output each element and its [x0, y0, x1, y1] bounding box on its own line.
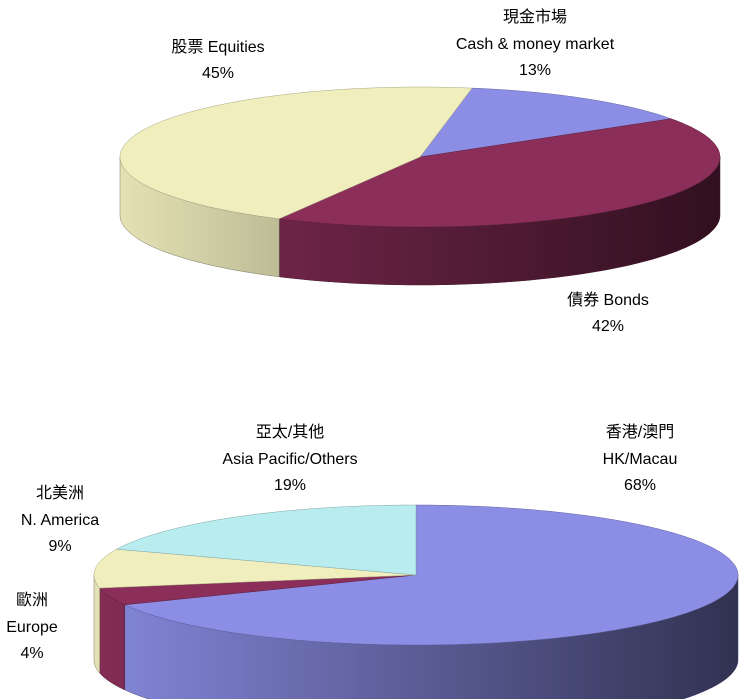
value-label: 9%	[48, 538, 71, 555]
label-line: 債券 Bonds	[567, 291, 649, 309]
value-label: 13%	[519, 62, 551, 79]
slice	[123, 504, 739, 646]
label-line: Cash & money market	[456, 36, 615, 53]
value-label: 68%	[624, 477, 656, 494]
value-label: 19%	[274, 477, 306, 494]
slice-label: 歐洲 Europe 4%	[6, 591, 58, 662]
slice	[278, 118, 721, 228]
label-line: 股票 Equities	[171, 38, 264, 56]
pie-tops	[119, 86, 721, 228]
pie-tops	[93, 504, 739, 646]
slice	[119, 86, 473, 220]
value-label: 45%	[202, 65, 234, 82]
slice-label: 香港/澳門 HK/Macau 68%	[603, 423, 678, 494]
label-line: HK/Macau	[603, 451, 678, 468]
slice-label: 亞太/其他 Asia Pacific/Others 19%	[222, 423, 357, 494]
slice-side	[99, 587, 125, 691]
label-line: 現金市場	[503, 8, 567, 26]
slice-label: 債券 Bonds 42%	[567, 291, 649, 335]
slice	[115, 504, 417, 576]
slice-label: 股票 Equities 45%	[171, 38, 264, 82]
label-line: 亞太/其他	[256, 423, 324, 441]
slice-label: 北美洲 N. America 9%	[21, 484, 99, 555]
slice-label: 現金市場 Cash & money market 13%	[456, 8, 615, 79]
slice	[419, 87, 672, 158]
pie-chart: 現金市場 Cash & money market 13% 債券 Bonds 42% 股票 …	[119, 8, 721, 335]
label-line: N. America	[21, 512, 99, 529]
value-label: 42%	[592, 318, 624, 335]
slice	[93, 548, 417, 589]
value-label: 4%	[20, 645, 43, 662]
label-line: 北美洲	[36, 484, 84, 502]
label-line: Europe	[6, 619, 58, 636]
pie-chart: 香港/澳門 HK/Macau 68% 歐洲 Europe 4% 北美洲 N. America 9…	[6, 423, 739, 699]
slice-side	[93, 575, 100, 674]
slice	[99, 574, 417, 606]
label-line: 歐洲	[16, 591, 48, 609]
label-line: 香港/澳門	[606, 423, 674, 441]
label-line: Asia Pacific/Others	[222, 451, 357, 468]
